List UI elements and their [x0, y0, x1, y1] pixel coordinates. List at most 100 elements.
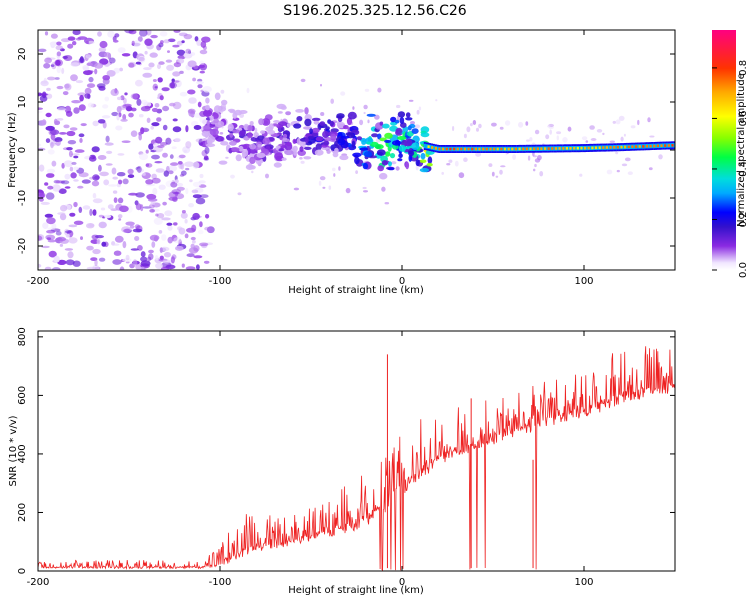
spectrogram-signal-blob — [274, 152, 283, 160]
spectrogram-noise-blob — [104, 96, 110, 102]
spectrogram-noise-blob — [46, 87, 51, 91]
spectrogram-noise-blob — [171, 146, 177, 150]
spectrogram-noise-blob — [127, 174, 135, 179]
spectrogram-ridge-core — [649, 144, 652, 148]
spectrogram-noise-blob — [182, 146, 191, 154]
spectrogram-signal-blob — [249, 156, 256, 164]
spectrogram-noise-blob — [158, 230, 163, 234]
spectrogram-noise-blob — [98, 86, 106, 91]
spectrogram-signal-blob — [311, 127, 320, 134]
spectrogram-noise-blob — [77, 92, 87, 97]
spectrogram-noise-blob — [40, 80, 48, 84]
spectrogram-speckle — [363, 111, 366, 115]
spectrogram-ridge-core — [584, 146, 587, 150]
spectrogram-noise-blob — [82, 205, 91, 210]
spectrogram-noise-blob — [187, 89, 196, 95]
spectrogram-speckle — [545, 134, 550, 140]
spectrogram-ridge-core — [565, 147, 568, 150]
spectrogram-noise-blob — [74, 149, 85, 153]
spectrogram-signal-blob — [381, 160, 388, 166]
spectrogram-noise-blob — [104, 142, 114, 146]
spectrogram-ridge-mid — [604, 145, 606, 150]
spectrogram-noise-blob — [138, 133, 142, 141]
spectrogram-noise-blob — [199, 60, 205, 66]
spectrogram-signal-blob — [359, 119, 364, 126]
spectrogram-noise-blob — [56, 51, 62, 57]
spectrogram-speckle — [340, 91, 346, 96]
spectrogram-noise-blob — [145, 179, 154, 185]
spectrogram-signal-blob — [325, 136, 331, 142]
spectrogram-noise-blob — [112, 176, 118, 180]
spectrogram-noise-blob — [60, 180, 70, 185]
spectrogram-noise-blob — [51, 160, 57, 167]
spectrogram-noise-blob — [44, 213, 54, 218]
spectrogram-noise-blob — [97, 119, 106, 124]
spectrogram-speckle — [249, 121, 254, 126]
spectrogram-noise-blob — [158, 61, 165, 65]
spectrogram-signal-blob — [285, 141, 292, 147]
spectrogram-ridge-core — [438, 147, 441, 151]
spectrogram-noise-blob — [127, 168, 134, 175]
spectrogram-noise-blob — [110, 88, 119, 96]
spectrogram-ridge-mid — [483, 146, 486, 152]
spectrogram-noise-blob — [47, 149, 55, 155]
spectrogram-signal-blob — [315, 143, 322, 151]
spectrogram-noise-blob — [65, 259, 75, 266]
spectrogram-noise-blob — [114, 33, 120, 38]
spectrogram-ridge-core — [594, 146, 598, 150]
spectrogram-speckle — [534, 129, 540, 135]
spectrogram-noise-blob — [185, 141, 192, 149]
spectrogram-signal-blob — [202, 109, 213, 117]
spectrogram-ridge-core — [482, 147, 485, 151]
spectrogram-noise-blob — [144, 105, 150, 109]
spectrogram-signal-blob — [420, 152, 426, 160]
spectrogram-noise-blob — [174, 179, 179, 184]
spectrogram-noise-blob — [48, 250, 57, 258]
spectrogram-noise-blob — [135, 61, 141, 65]
spectrogram-noise-blob — [108, 184, 118, 187]
spectrogram-ridge-mid — [564, 146, 566, 151]
spectrogram-noise-blob — [56, 41, 62, 46]
spectrogram-ridge-mid — [553, 146, 556, 151]
spectrogram-ridge-core — [631, 145, 634, 148]
spectrogram-noise-blob — [45, 112, 52, 118]
spectrogram-noise-blob — [98, 47, 107, 53]
spectrogram-noise-blob — [51, 267, 61, 270]
spectrogram-noise-blob — [121, 140, 131, 143]
spectrogram-ridge-mid — [447, 146, 450, 152]
spectrogram-noise-blob — [173, 222, 178, 226]
spectrogram-noise-blob — [52, 184, 61, 192]
spectrogram-noise-blob — [199, 242, 209, 247]
spectrogram-noise-blob — [151, 107, 159, 113]
spectrogram-ridge-core — [511, 147, 514, 151]
colorbar-gradient — [712, 30, 736, 270]
spectrogram-noise-blob — [185, 125, 189, 133]
snr-ytick-label: 800 — [17, 327, 28, 346]
spectrogram-noise-blob — [191, 189, 199, 194]
spectrogram-speckle — [458, 172, 465, 179]
spectrogram-noise-blob — [187, 108, 196, 114]
spectrogram-speckle — [562, 137, 568, 143]
spectrogram-noise-blob — [176, 40, 183, 46]
spectrogram-ridge-core — [671, 144, 674, 147]
colorbar: 0.0 0.2 0.4 0.6 0.8 Normalized spectral ampl… — [712, 30, 749, 278]
spectrogram-noise-blob — [73, 166, 79, 171]
snr-ytick-label: 0 — [17, 568, 28, 574]
spectrogram-noise-blob — [169, 102, 176, 107]
spectrogram-noise-blob — [190, 243, 195, 249]
spectrogram-noise-blob — [185, 188, 189, 195]
spectrogram-noise-blob — [56, 66, 61, 74]
spectrogram-noise-blob — [125, 254, 130, 261]
spectrogram-speckle — [345, 187, 351, 194]
spectrogram-noise-blob — [199, 221, 203, 228]
spectrogram-ridge-mid — [538, 146, 541, 151]
spectrogram-noise-blob — [55, 230, 62, 236]
spectrogram-signal-blob — [390, 116, 397, 123]
spectrogram-speckle — [293, 187, 300, 191]
spectrogram-noise-blob — [94, 175, 100, 180]
spectrogram-noise-blob — [99, 58, 109, 65]
spectrogram-noise-blob — [123, 103, 132, 107]
spectrogram-speckle — [556, 135, 559, 141]
spectrogram-noise-blob — [71, 153, 80, 156]
spectrogram-noise-blob — [176, 49, 186, 56]
